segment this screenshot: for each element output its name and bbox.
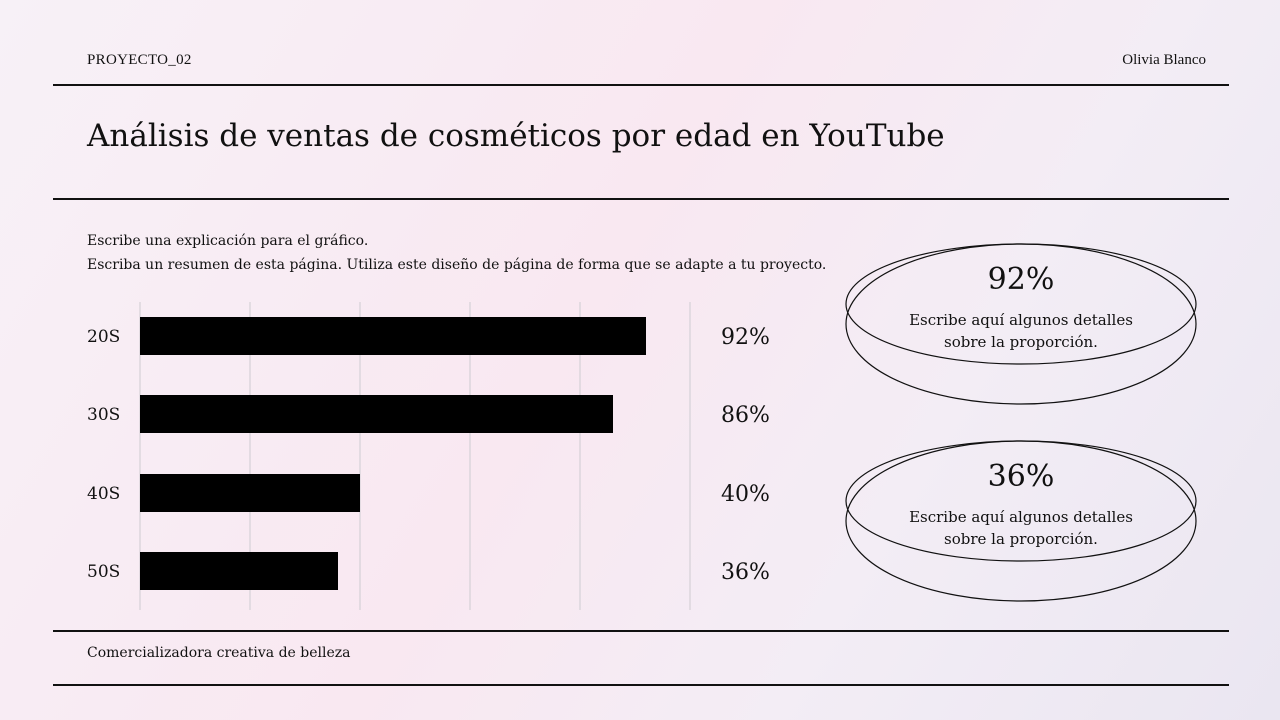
footer-top-divider [53, 630, 1229, 632]
highlight-card-2: 36% Escribe aquí algunos detalles sobre … [840, 419, 1202, 609]
category-label: 50S [87, 562, 120, 582]
bar [140, 474, 360, 512]
highlight-details-line-2: sobre la proporción. [944, 333, 1098, 351]
double-ellipse-icon [845, 440, 1197, 602]
description-line-2: Escriba un resumen de esta página. Utili… [87, 257, 827, 273]
footer-bottom-divider [53, 684, 1229, 686]
highlight-value: 92% [987, 262, 1055, 297]
value-label: 86% [721, 403, 770, 428]
bar [140, 552, 338, 590]
footer-label: Comercializadora creativa de belleza [87, 645, 351, 661]
highlight-details-line-1: Escribe aquí algunos detalles [909, 508, 1133, 526]
value-label: 36% [721, 560, 770, 585]
bar [140, 317, 646, 355]
top-divider [53, 84, 1229, 86]
chart-description: Escribe una explicación para el gráfico.… [87, 229, 826, 277]
double-ellipse-icon [845, 243, 1197, 405]
highlight-details: Escribe aquí algunos detalles sobre la p… [840, 506, 1202, 550]
category-label: 40S [87, 484, 120, 504]
project-label: PROYECTO_02 [87, 52, 192, 68]
value-label: 92% [721, 325, 770, 350]
page-title: Análisis de ventas de cosméticos por eda… [87, 118, 945, 154]
highlight-details-line-2: sobre la proporción. [944, 530, 1098, 548]
category-label: 30S [87, 405, 120, 425]
highlight-details-line-1: Escribe aquí algunos detalles [909, 311, 1133, 329]
highlight-card-1: 92% Escribe aquí algunos detalles sobre … [840, 222, 1202, 412]
value-label: 40% [721, 482, 770, 507]
bar-chart: 20S 92% 30S 86% 40S 40% 50S 36% [87, 302, 770, 610]
highlight-value: 36% [987, 459, 1055, 494]
description-line-1: Escribe una explicación para el gráfico. [87, 233, 369, 249]
highlight-details: Escribe aquí algunos detalles sobre la p… [840, 309, 1202, 353]
bar [140, 395, 613, 433]
author-label: Olivia Blanco [1122, 52, 1206, 68]
category-label: 20S [87, 327, 120, 347]
title-divider [53, 198, 1229, 200]
